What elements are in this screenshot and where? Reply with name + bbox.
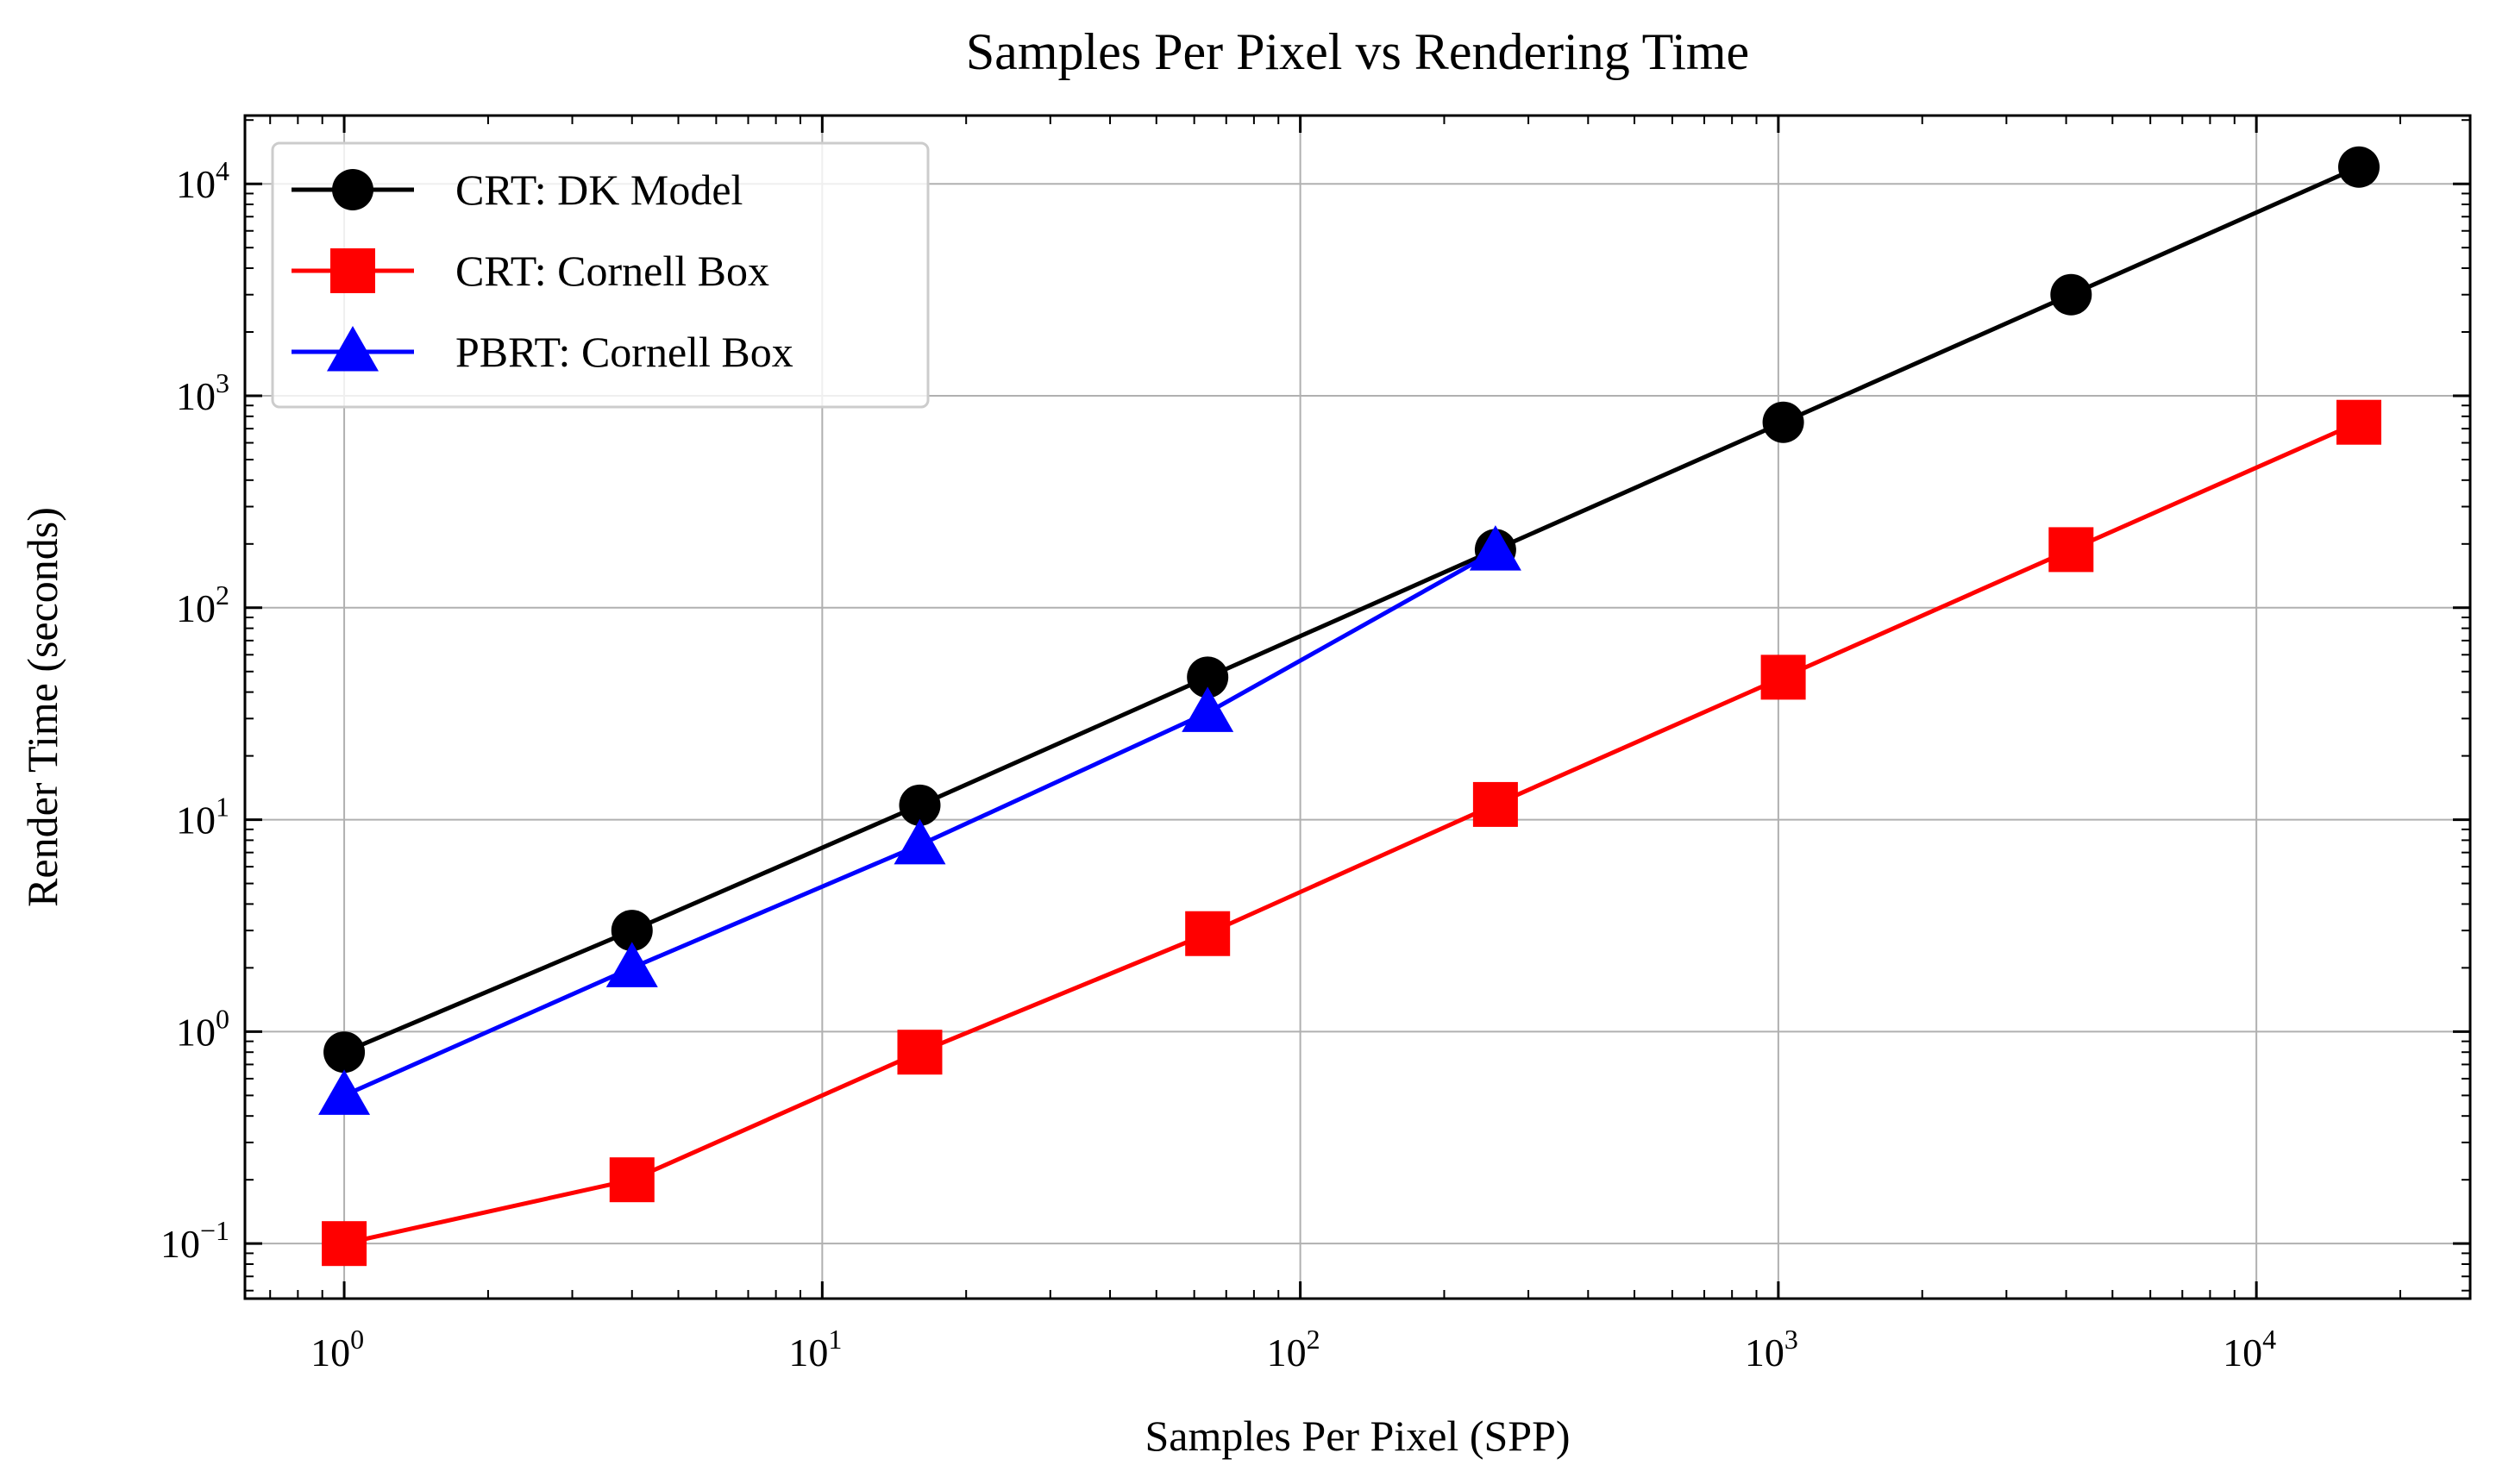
data-point-pbrt-cornell-box bbox=[1182, 686, 1234, 732]
y-tick-label-exponent: −1 bbox=[200, 1215, 229, 1246]
data-point-crt-cornell-box bbox=[1472, 781, 1518, 827]
tick-layer bbox=[245, 116, 2470, 1299]
x-tick-label-base: 10 bbox=[2223, 1331, 2262, 1374]
x-tick-label-exponent: 4 bbox=[2262, 1324, 2276, 1355]
y-tick-label: 100 bbox=[176, 1003, 229, 1054]
data-point-pbrt-cornell-box bbox=[1469, 525, 1521, 571]
legend-entry-crt-cornell-box: CRT: Cornell Box bbox=[292, 247, 769, 295]
x-tick-label: 103 bbox=[1745, 1324, 1798, 1374]
y-tick-label-exponent: 3 bbox=[216, 367, 229, 398]
legend-entries: CRT: DK Model CRT: Cornell Box PBRT: Corne… bbox=[292, 166, 793, 376]
y-tick-label-exponent: 1 bbox=[216, 792, 229, 823]
series-layer bbox=[318, 146, 2382, 1267]
legend-marker-crt-cornell-box bbox=[330, 248, 375, 293]
x-tick-label-base: 10 bbox=[1745, 1331, 1784, 1374]
data-point-crt-cornell-box bbox=[609, 1157, 655, 1203]
data-point-crt-dk-model bbox=[899, 784, 941, 826]
x-tick-label-base: 10 bbox=[788, 1331, 828, 1374]
x-tick-label: 100 bbox=[310, 1324, 364, 1374]
data-point-crt-cornell-box bbox=[322, 1221, 367, 1267]
y-tick-label-exponent: 2 bbox=[216, 579, 229, 611]
y-axis-title: Render Time (seconds) bbox=[18, 507, 66, 907]
y-tick-label-base: 10 bbox=[176, 374, 216, 418]
y-tick-label: 101 bbox=[176, 792, 229, 842]
x-axis-title: Samples Per Pixel (SPP) bbox=[1145, 1412, 1570, 1460]
y-tick-label-base: 10 bbox=[160, 1222, 200, 1266]
data-point-crt-dk-model bbox=[1187, 656, 1229, 698]
x-tick-label: 102 bbox=[1267, 1324, 1320, 1374]
x-tick-label-base: 10 bbox=[310, 1331, 350, 1374]
y-tick-label: 102 bbox=[176, 579, 229, 630]
x-tick-label-base: 10 bbox=[1267, 1331, 1307, 1374]
legend-box bbox=[271, 141, 930, 409]
y-tick-label-exponent: 0 bbox=[216, 1003, 229, 1034]
legend-marker-pbrt-cornell-box bbox=[327, 326, 379, 372]
y-tick-label-base: 10 bbox=[176, 1010, 216, 1054]
data-point-pbrt-cornell-box bbox=[605, 942, 658, 987]
data-point-crt-cornell-box bbox=[1760, 654, 1806, 700]
chart-title: Samples Per Pixel vs Rendering Time bbox=[966, 23, 1749, 80]
legend-entry-pbrt-cornell-box: PBRT: Cornell Box bbox=[292, 326, 793, 376]
data-point-crt-cornell-box bbox=[1185, 911, 1231, 956]
y-tick-label-base: 10 bbox=[176, 798, 216, 842]
y-tick-label-base: 10 bbox=[176, 586, 216, 630]
series-crt-dk-model bbox=[323, 146, 2380, 1074]
legend-entry-crt-dk-model: CRT: DK Model bbox=[292, 166, 743, 214]
series-line-crt-cornell-box bbox=[343, 420, 2361, 1246]
y-tick-label: 103 bbox=[176, 367, 229, 418]
legend-marker-crt-dk-model bbox=[332, 169, 373, 210]
data-point-crt-cornell-box bbox=[897, 1030, 943, 1075]
data-point-crt-dk-model bbox=[1762, 401, 1804, 443]
y-tick-label: 10−1 bbox=[160, 1215, 229, 1266]
x-tick-label-exponent: 2 bbox=[1307, 1324, 1320, 1355]
series-crt-cornell-box bbox=[322, 399, 2382, 1267]
legend: CRT: DK Model CRT: Cornell Box PBRT: Corne… bbox=[271, 141, 930, 409]
x-tick-label-exponent: 3 bbox=[1784, 1324, 1798, 1355]
x-tick-label-exponent: 1 bbox=[828, 1324, 842, 1355]
series-pbrt-cornell-box bbox=[318, 525, 1521, 1115]
plot-frame bbox=[243, 114, 2472, 1300]
data-point-pbrt-cornell-box bbox=[894, 818, 946, 865]
data-point-crt-dk-model bbox=[323, 1031, 366, 1074]
y-tick-label-exponent: 4 bbox=[216, 155, 229, 186]
data-point-crt-dk-model bbox=[611, 910, 653, 952]
legend-label-crt-cornell-box: CRT: Cornell Box bbox=[455, 247, 769, 295]
data-point-pbrt-cornell-box bbox=[318, 1069, 371, 1115]
series-line-crt-dk-model bbox=[343, 165, 2361, 1055]
y-tick-label-base: 10 bbox=[176, 162, 216, 206]
x-tick-label: 101 bbox=[788, 1324, 842, 1374]
data-point-crt-cornell-box bbox=[2048, 527, 2094, 573]
x-tick-label: 104 bbox=[2223, 1324, 2276, 1374]
legend-label-pbrt-cornell-box: PBRT: Cornell Box bbox=[455, 328, 793, 376]
data-point-crt-dk-model bbox=[2050, 273, 2092, 316]
data-point-crt-cornell-box bbox=[2336, 399, 2382, 445]
y-tick-label: 104 bbox=[176, 155, 229, 206]
data-point-crt-dk-model bbox=[2338, 146, 2380, 188]
legend-label-crt-dk-model: CRT: DK Model bbox=[455, 166, 743, 214]
x-tick-label-exponent: 0 bbox=[350, 1324, 364, 1355]
